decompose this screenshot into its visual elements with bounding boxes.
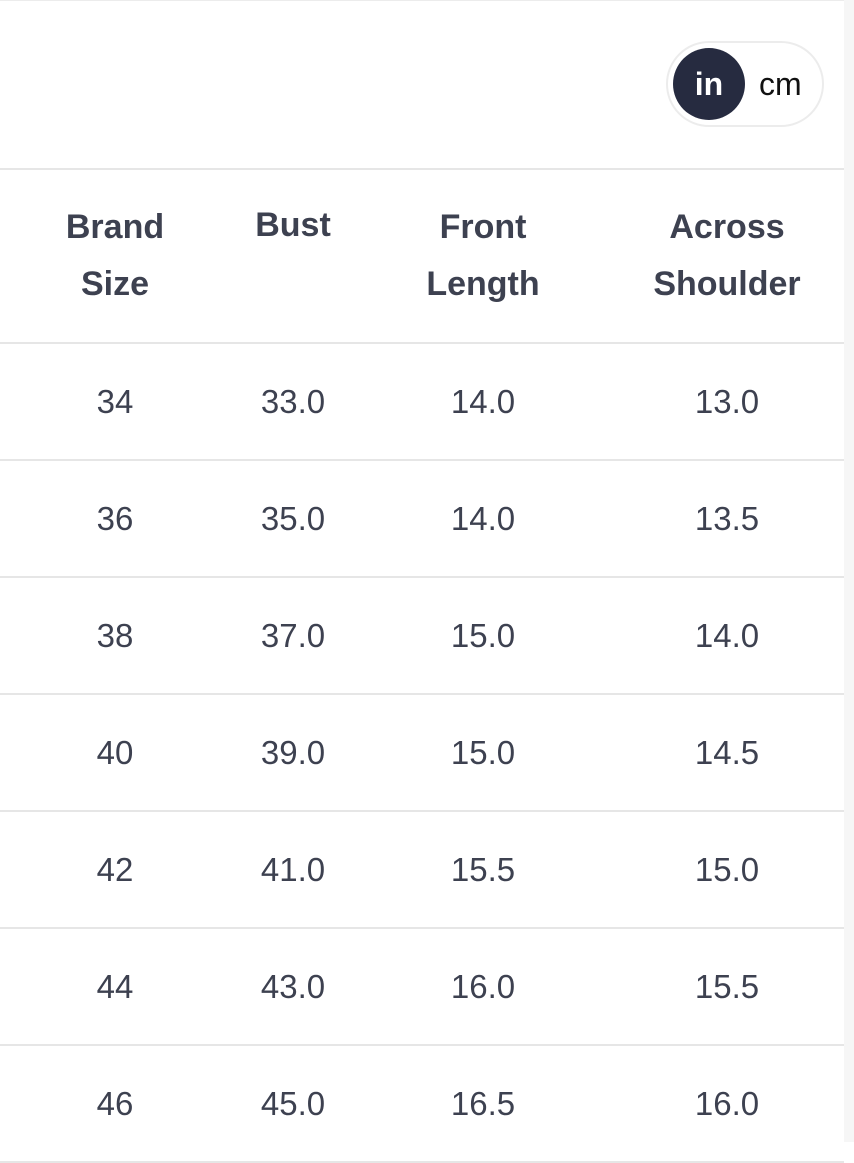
table-cell: 15.0 — [356, 693, 610, 811]
header-line: Across — [669, 208, 785, 246]
table-row: 46 45.0 16.5 16.0 — [0, 1044, 844, 1163]
table-cell: 14.0 — [356, 459, 610, 577]
table-row: 34 33.0 14.0 13.0 — [0, 342, 844, 460]
table-cell: 13.5 — [610, 459, 844, 577]
table-cell: 14.0 — [356, 342, 610, 460]
table-cell: 15.5 — [610, 927, 844, 1045]
table-cell: 36 — [0, 459, 230, 577]
header-line: Shoulder — [653, 265, 801, 303]
table-cell: 42 — [0, 810, 230, 928]
header-line: Size — [80, 265, 150, 303]
scrollbar-track[interactable] — [844, 0, 854, 1142]
table-cell: 16.5 — [356, 1044, 610, 1163]
unit-option-cm[interactable]: cm — [759, 65, 802, 102]
header-across-shoulder: Across Shoulder — [610, 168, 844, 343]
table-cell: 40 — [0, 693, 230, 811]
table-cell: 15.0 — [610, 810, 844, 928]
table-cell: 34 — [0, 342, 230, 460]
table-cell: 41.0 — [230, 810, 356, 928]
table-cell: 37.0 — [230, 576, 356, 694]
table-cell: 39.0 — [230, 693, 356, 811]
table-cell: 43.0 — [230, 927, 356, 1045]
table-cell: 15.0 — [356, 576, 610, 694]
table-row: 44 43.0 16.0 15.5 — [0, 927, 844, 1045]
table-cell: 15.5 — [356, 810, 610, 928]
table-cell: 35.0 — [230, 459, 356, 577]
header-line: Bust — [255, 206, 331, 244]
table-cell: 44 — [0, 927, 230, 1045]
table-cell: 14.5 — [610, 693, 844, 811]
table-header-row: Brand Size Bust Front Length Across Shoulde… — [0, 168, 844, 343]
table-cell: 33.0 — [230, 342, 356, 460]
unit-option-in[interactable]: in — [673, 48, 745, 120]
size-chart-table: Brand Size Bust Front Length Across Shoulde… — [0, 168, 844, 1163]
table-row: 40 39.0 15.0 14.5 — [0, 693, 844, 811]
table-cell: 46 — [0, 1044, 230, 1163]
table-cell: 38 — [0, 576, 230, 694]
table-cell: 45.0 — [230, 1044, 356, 1163]
header-line: Brand — [65, 208, 165, 246]
table-cell: 13.0 — [610, 342, 844, 460]
table-cell: 14.0 — [610, 576, 844, 694]
table-row: 36 35.0 14.0 13.5 — [0, 459, 844, 577]
header-brand-size: Brand Size — [0, 168, 230, 343]
table-cell: 16.0 — [356, 927, 610, 1045]
header-front-length: Front Length — [356, 168, 610, 343]
divider — [0, 0, 844, 1]
unit-toggle[interactable]: in cm — [666, 41, 824, 127]
table-row: 42 41.0 15.5 15.0 — [0, 810, 844, 928]
table-row: 38 37.0 15.0 14.0 — [0, 576, 844, 694]
header-bust: Bust — [230, 168, 356, 343]
header-line: Front — [439, 208, 527, 246]
header-line: Length — [426, 265, 540, 303]
table-cell: 16.0 — [610, 1044, 844, 1163]
